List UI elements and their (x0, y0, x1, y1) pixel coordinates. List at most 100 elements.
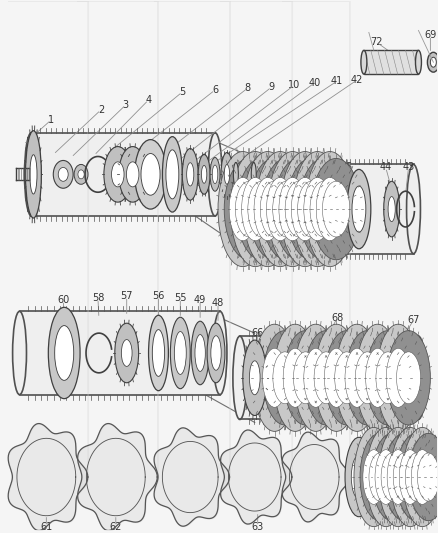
Ellipse shape (410, 450, 432, 504)
Ellipse shape (344, 438, 372, 516)
Ellipse shape (359, 433, 399, 521)
Ellipse shape (292, 151, 342, 266)
Ellipse shape (313, 352, 337, 403)
Ellipse shape (247, 181, 275, 237)
Ellipse shape (344, 348, 368, 407)
Ellipse shape (402, 427, 438, 527)
Ellipse shape (13, 311, 26, 394)
Ellipse shape (119, 147, 146, 202)
Ellipse shape (224, 158, 273, 260)
Ellipse shape (235, 181, 262, 237)
Ellipse shape (286, 158, 335, 260)
Ellipse shape (324, 330, 368, 425)
Ellipse shape (74, 165, 88, 184)
Text: 41: 41 (330, 76, 343, 86)
Ellipse shape (386, 450, 408, 504)
Ellipse shape (207, 323, 224, 383)
Ellipse shape (399, 450, 420, 504)
Ellipse shape (201, 165, 206, 183)
Ellipse shape (387, 197, 394, 222)
Ellipse shape (25, 131, 41, 218)
Ellipse shape (261, 158, 311, 260)
Ellipse shape (414, 50, 420, 74)
Ellipse shape (273, 324, 316, 431)
Ellipse shape (272, 352, 296, 403)
Ellipse shape (350, 455, 366, 499)
Text: 6: 6 (212, 85, 218, 95)
Ellipse shape (254, 177, 281, 241)
Ellipse shape (194, 335, 205, 372)
Ellipse shape (383, 181, 399, 237)
Ellipse shape (408, 433, 438, 521)
Ellipse shape (260, 181, 287, 237)
Ellipse shape (291, 177, 318, 241)
Text: 48: 48 (212, 298, 224, 309)
Ellipse shape (283, 330, 327, 425)
Ellipse shape (148, 315, 168, 391)
Ellipse shape (311, 158, 360, 260)
Ellipse shape (266, 177, 293, 241)
Ellipse shape (429, 57, 435, 67)
Ellipse shape (224, 165, 229, 184)
Bar (237, 165, 413, 254)
Ellipse shape (304, 330, 347, 425)
Ellipse shape (365, 427, 405, 527)
Ellipse shape (303, 177, 330, 241)
Ellipse shape (427, 52, 438, 72)
Ellipse shape (278, 177, 306, 241)
Ellipse shape (210, 336, 221, 370)
Ellipse shape (186, 163, 193, 186)
Ellipse shape (104, 147, 131, 202)
Text: 45: 45 (340, 163, 353, 172)
Ellipse shape (30, 155, 37, 194)
Ellipse shape (252, 324, 296, 431)
Ellipse shape (233, 163, 238, 186)
Ellipse shape (166, 150, 178, 199)
Ellipse shape (353, 427, 393, 527)
Ellipse shape (375, 352, 399, 403)
Ellipse shape (417, 453, 438, 501)
Ellipse shape (111, 162, 124, 187)
Text: 10: 10 (288, 80, 300, 90)
Text: 44: 44 (379, 163, 391, 172)
Text: 49: 49 (194, 295, 206, 305)
Ellipse shape (396, 433, 435, 521)
Ellipse shape (335, 324, 378, 431)
Ellipse shape (365, 348, 389, 407)
Ellipse shape (170, 317, 190, 389)
Text: 55: 55 (173, 293, 186, 303)
Ellipse shape (218, 151, 267, 266)
Ellipse shape (285, 181, 312, 237)
Ellipse shape (389, 427, 429, 527)
Text: 4: 4 (145, 95, 151, 105)
Ellipse shape (267, 151, 317, 266)
Bar (363, 50, 417, 74)
Text: 64: 64 (352, 507, 364, 517)
Ellipse shape (386, 330, 429, 425)
Ellipse shape (355, 324, 399, 431)
Ellipse shape (378, 427, 417, 527)
Ellipse shape (174, 332, 186, 374)
Text: 42: 42 (350, 75, 362, 85)
Ellipse shape (249, 361, 259, 395)
Ellipse shape (191, 321, 208, 385)
Ellipse shape (272, 181, 299, 237)
Ellipse shape (368, 453, 390, 501)
Ellipse shape (78, 170, 84, 179)
Ellipse shape (351, 186, 365, 232)
Ellipse shape (152, 329, 164, 376)
Ellipse shape (345, 330, 388, 425)
Ellipse shape (126, 162, 138, 187)
Ellipse shape (198, 155, 210, 194)
Ellipse shape (406, 165, 420, 254)
Ellipse shape (121, 340, 132, 366)
Ellipse shape (314, 324, 357, 431)
Ellipse shape (293, 352, 317, 403)
Ellipse shape (220, 152, 233, 196)
Text: 61: 61 (40, 522, 52, 531)
Ellipse shape (230, 151, 279, 266)
Ellipse shape (298, 158, 348, 260)
Bar (32, 133, 215, 216)
Ellipse shape (390, 456, 405, 498)
Ellipse shape (293, 324, 337, 431)
